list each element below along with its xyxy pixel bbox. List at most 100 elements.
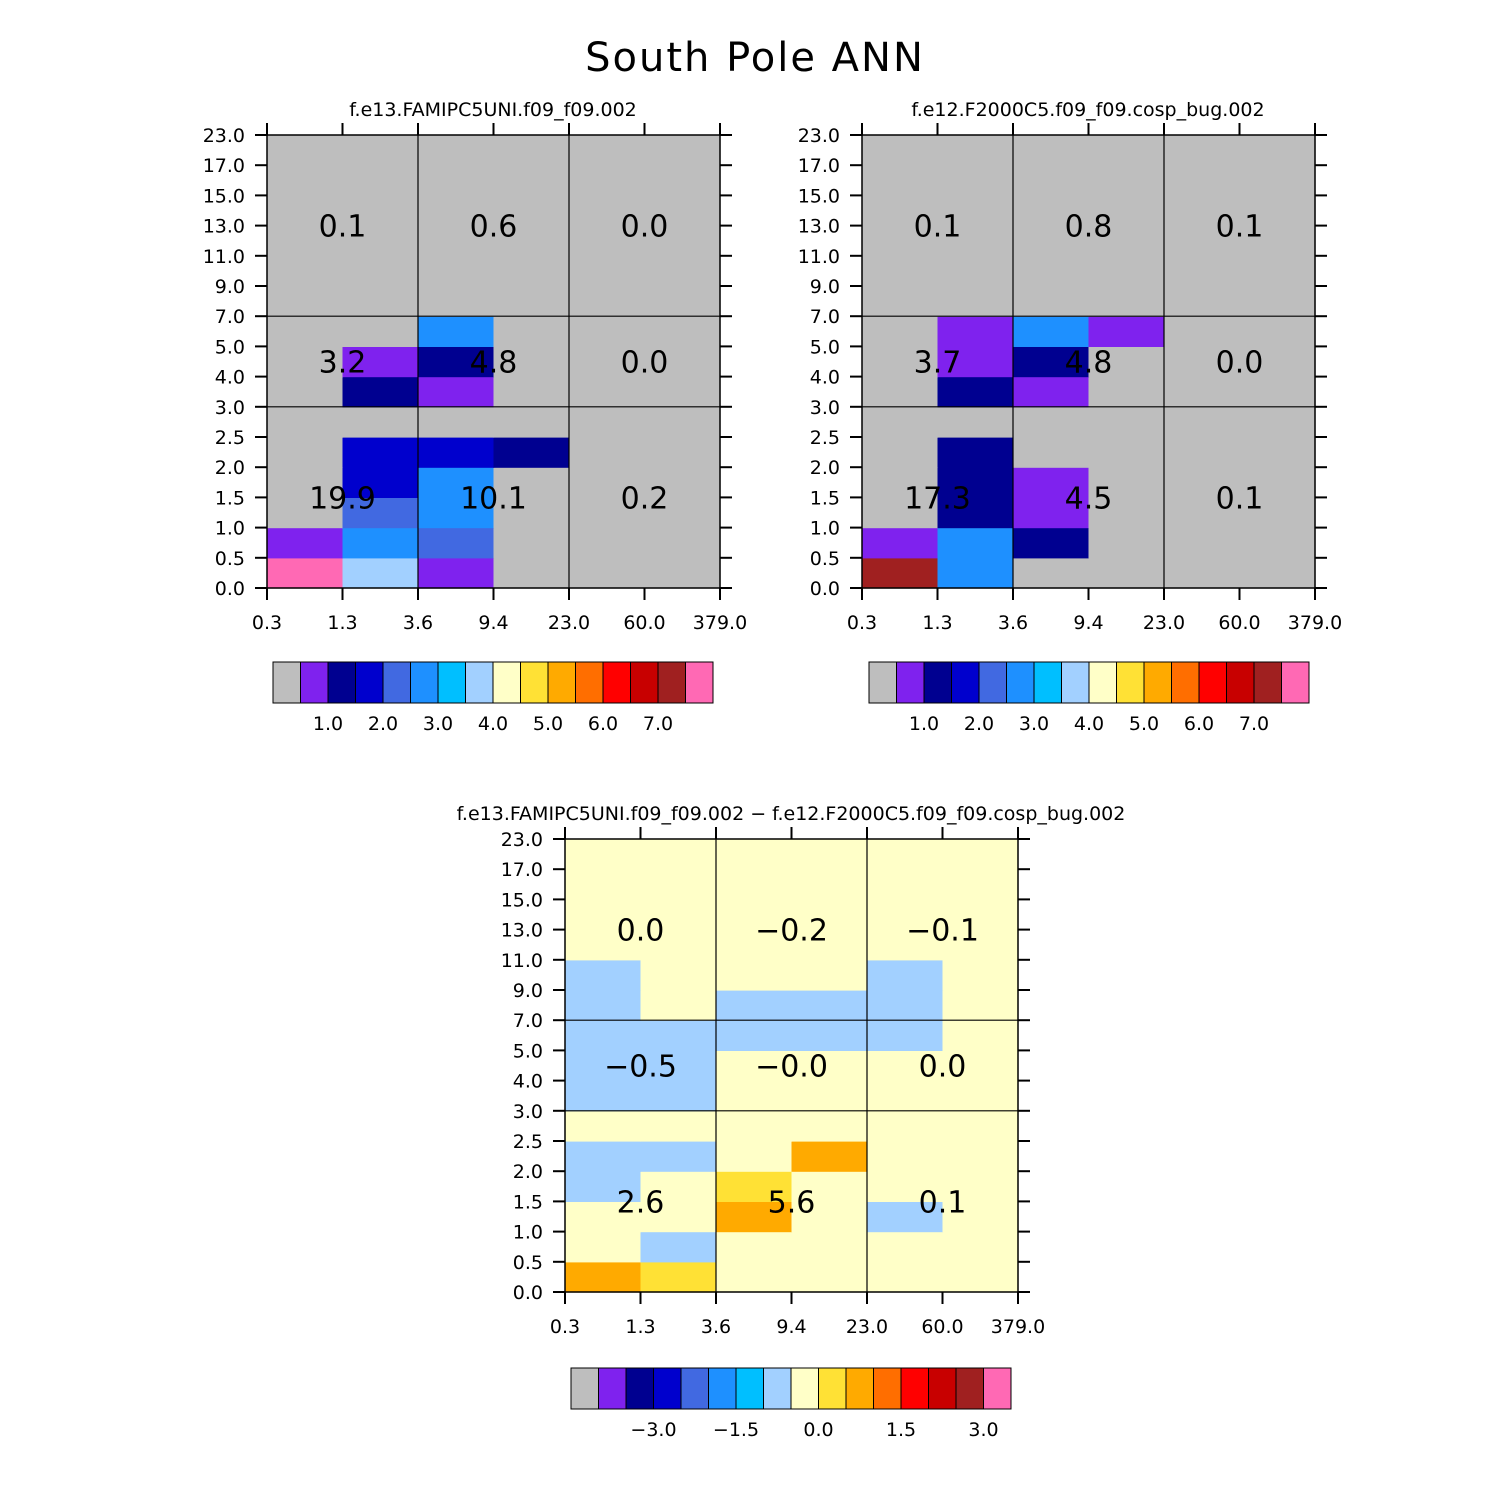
histogram-cell [644,467,721,498]
histogram-cell [1013,406,1090,438]
colorbar-swatch [1006,661,1035,704]
histogram-cell [1088,376,1165,408]
histogram-cell [867,1110,944,1142]
colorbar-label: 6.0 [588,713,618,735]
histogram-cell [342,165,419,196]
histogram-cell [1239,225,1316,257]
histogram-cell [569,406,646,438]
histogram-cell [1013,195,1090,227]
colorbar-label: 7.0 [643,713,673,735]
histogram-cell [644,346,721,378]
histogram-cell [418,135,495,166]
histogram-cell [716,1201,793,1233]
histogram-cell [942,1141,1019,1172]
histogram-cell [569,255,646,287]
histogram-cell [644,406,721,438]
histogram-cell [1239,255,1316,287]
histogram-cell [565,1050,642,1082]
histogram-cell [569,165,646,196]
histogram-cell [867,839,944,870]
histogram-cell [565,1020,642,1051]
y-tick-label: 2.0 [513,1161,543,1183]
colorbar-label: 1.5 [886,1419,916,1441]
histogram-cell [565,1141,642,1172]
histogram-cell [342,286,419,317]
y-tick-label: 0.0 [810,578,840,600]
histogram-cell [565,1231,642,1263]
x-tick-label: 3.6 [403,612,433,634]
histogram-cell [418,195,495,227]
histogram-cell [1088,165,1165,196]
histogram-cell [1088,527,1165,559]
colorbar-swatch [951,661,980,704]
group-total-label: 3.7 [914,346,962,381]
group-total-label: 4.5 [1065,481,1113,516]
histogram-cell [1013,527,1090,559]
colorbar-swatch [1226,661,1255,704]
histogram-cell [942,1231,1019,1263]
y-tick-label: 1.5 [810,487,840,509]
histogram-cell [937,376,1014,408]
histogram-cell [862,467,939,498]
group-total-label: 5.6 [768,1185,816,1220]
histogram-cell [942,959,1019,991]
y-axis-ticks: 0.0 0.5 1.0 1.5 2.0 2.5 3.0 4.0 5.0 7.0 9.0 11.0 13.… [798,125,1327,600]
histogram-cell [493,316,570,347]
colorbar-swatch [602,661,631,704]
histogram-cell [867,869,944,900]
histogram-cell [644,497,721,529]
histogram-cell [1088,497,1165,529]
histogram-cell [493,467,570,498]
colorbar: 1.0 2.0 3.0 4.0 5.0 6.0 7.0 [868,661,1310,735]
histogram-cell [791,929,868,961]
histogram-cell [1088,346,1165,378]
histogram-cell [644,286,721,317]
colorbar-swatch [685,661,714,704]
histogram-cell [867,1141,944,1172]
histogram-cell [640,1080,717,1112]
x-axis-ticks: 0.3 1.3 3.6 9.4 23.0 60.0 379.0 [550,827,1045,1338]
histogram-cell [1239,527,1316,559]
y-tick-label: 4.0 [810,367,840,389]
group-total-label: 4.8 [470,346,518,381]
histogram-cell [716,1110,793,1142]
colorbar-swatch [630,661,659,704]
histogram-cell [791,899,868,931]
group-total-label: 0.8 [1065,210,1113,245]
histogram-cell [1088,225,1165,257]
histogram-cell [791,1261,868,1293]
histogram-cell [937,437,1014,468]
panel-title: f.e13.FAMIPC5UNI.f09_f09.002 [349,99,637,121]
histogram-cell [640,899,717,931]
group-total-label: 0.2 [621,481,669,516]
histogram-cell [1239,195,1316,227]
histogram-cell [791,839,868,870]
colorbar: −3.0 −1.5 0.0 1.5 3.0 [570,1367,1012,1441]
histogram-cell [1164,376,1241,408]
x-tick-label: 60.0 [1218,612,1260,634]
colorbar-swatch [653,1367,682,1410]
colorbar-swatch [598,1367,627,1410]
histogram-cell [640,839,717,870]
colorbar-swatch [575,661,604,704]
y-tick-label: 5.0 [215,336,245,358]
histogram-cell [569,376,646,408]
y-tick-label: 1.5 [513,1191,543,1213]
histogram-cell [644,195,721,227]
histogram-cell [569,467,646,498]
y-tick-label: 2.0 [215,457,245,479]
histogram-cell [1013,135,1090,166]
colorbar-swatch [657,661,686,704]
histogram-cell [862,497,939,529]
group-total-label: 10.1 [460,481,527,516]
histogram-cell [267,497,344,529]
histogram-cell [937,527,1014,559]
colorbar-label: 6.0 [1184,713,1214,735]
histogram-cell [342,527,419,559]
y-tick-label: 0.5 [810,548,840,570]
histogram-cell [937,286,1014,317]
colorbar-swatch [520,661,549,704]
y-tick-label: 7.0 [215,306,245,328]
histogram-cell [862,557,939,589]
histogram-cell [937,135,1014,166]
